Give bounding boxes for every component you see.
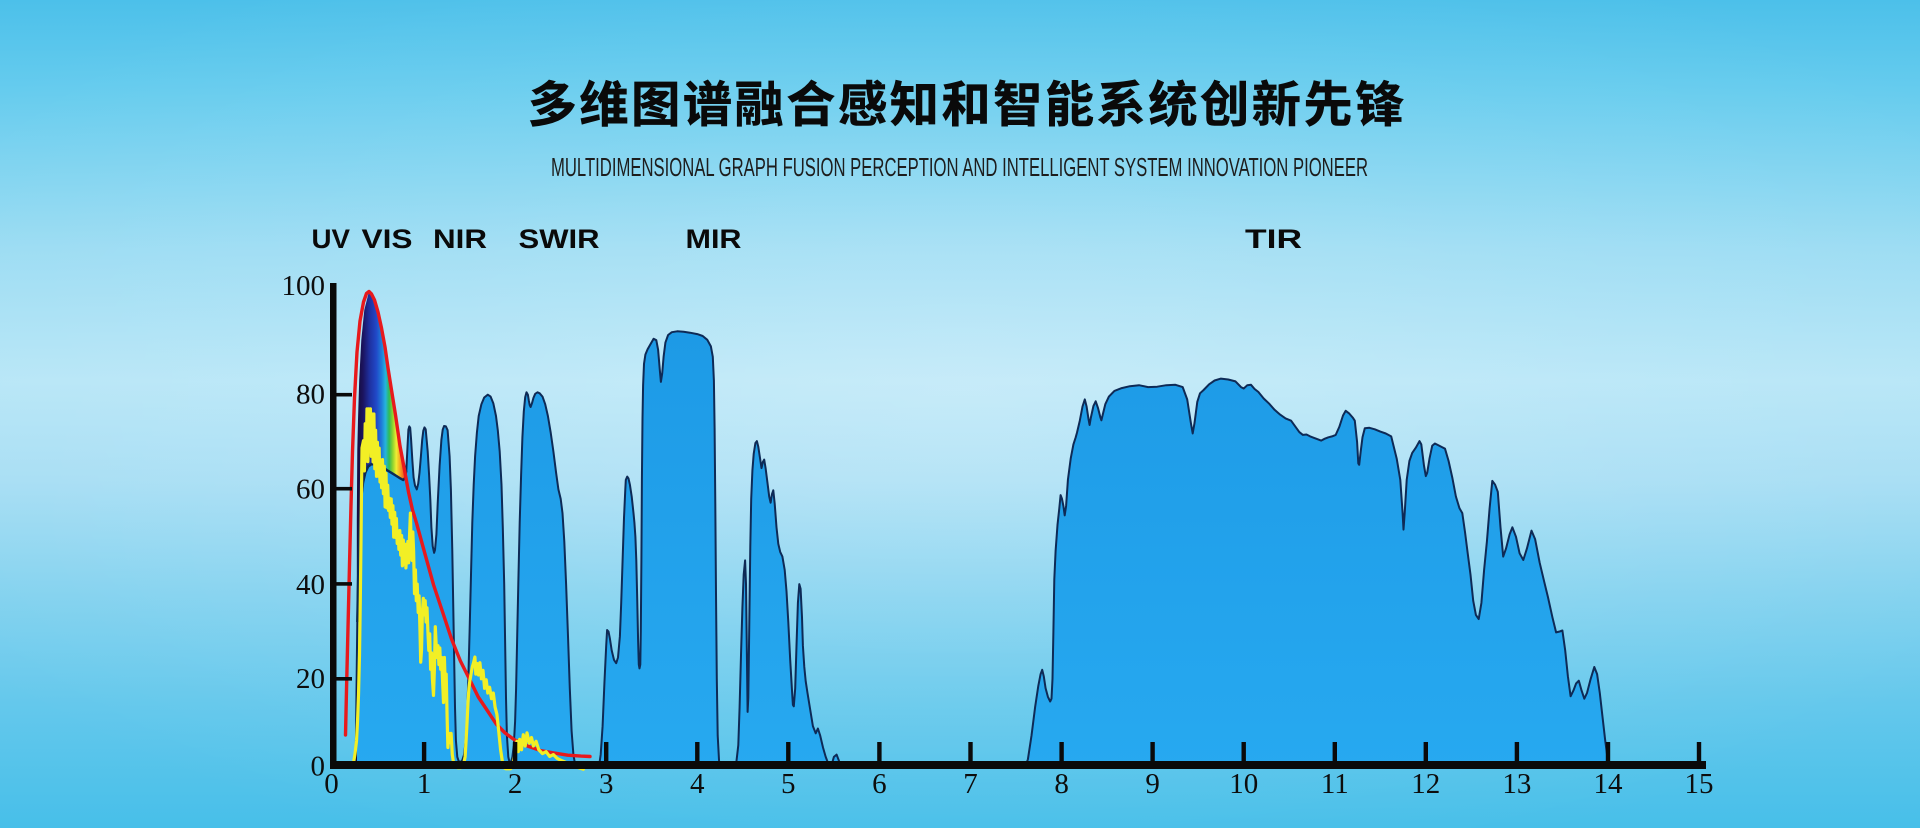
svg-text:MIR: MIR <box>686 224 742 254</box>
svg-text:7: 7 <box>963 768 978 800</box>
svg-text:2: 2 <box>508 768 523 800</box>
svg-text:3: 3 <box>599 768 614 800</box>
svg-text:14: 14 <box>1594 768 1624 800</box>
svg-text:4: 4 <box>690 768 705 800</box>
svg-text:MULTIDIMENSIONAL GRAPH FUSION: MULTIDIMENSIONAL GRAPH FUSION PERCEPTION… <box>551 152 1368 182</box>
svg-text:20: 20 <box>296 663 325 695</box>
svg-text:6: 6 <box>872 768 887 800</box>
svg-text:15: 15 <box>1685 768 1714 800</box>
svg-text:100: 100 <box>282 270 326 302</box>
svg-text:60: 60 <box>296 474 325 506</box>
svg-text:40: 40 <box>296 569 325 601</box>
svg-text:TIR: TIR <box>1245 224 1302 254</box>
svg-text:NIR: NIR <box>433 224 487 254</box>
svg-text:5: 5 <box>781 768 796 800</box>
svg-text:0: 0 <box>324 768 339 800</box>
svg-text:0: 0 <box>311 751 326 783</box>
svg-text:12: 12 <box>1411 768 1440 800</box>
svg-text:9: 9 <box>1145 768 1160 800</box>
svg-text:SWIR: SWIR <box>519 224 600 254</box>
svg-text:8: 8 <box>1054 768 1069 800</box>
svg-text:UV: UV <box>312 224 351 254</box>
svg-text:10: 10 <box>1229 768 1258 800</box>
svg-text:13: 13 <box>1502 768 1531 800</box>
svg-text:80: 80 <box>296 379 325 411</box>
svg-text:VIS: VIS <box>362 224 413 254</box>
svg-text:11: 11 <box>1321 768 1349 800</box>
svg-text:1: 1 <box>417 768 432 800</box>
